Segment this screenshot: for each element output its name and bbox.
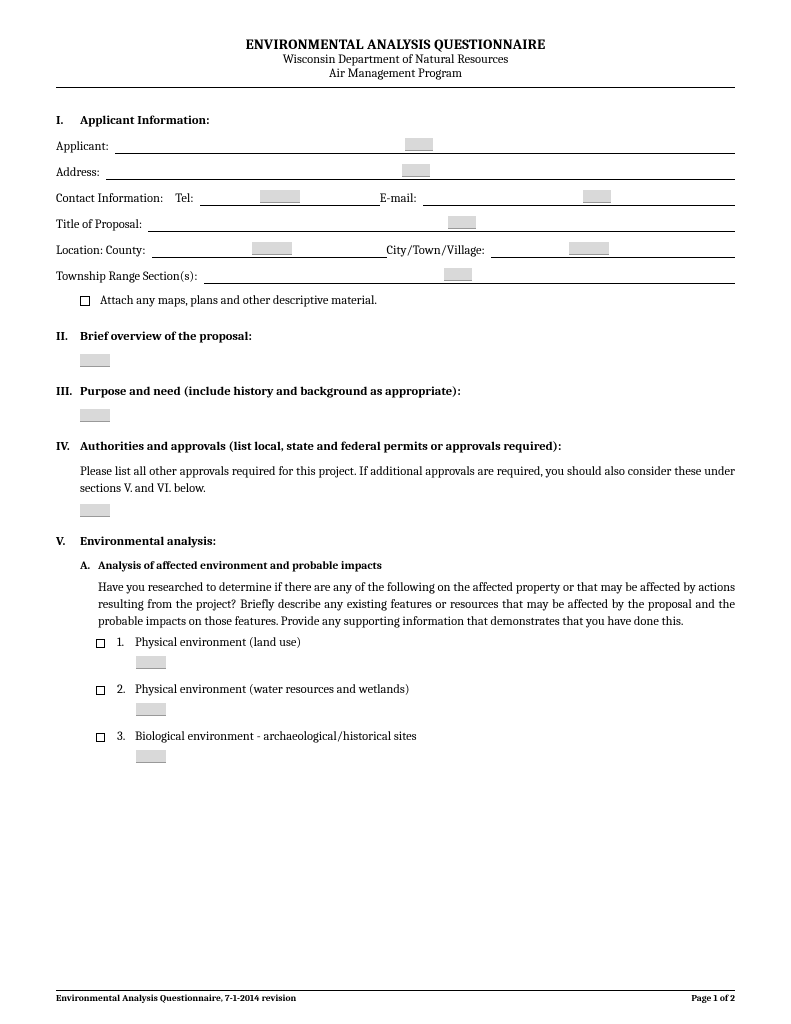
address-input[interactable]	[106, 164, 735, 180]
env-item-1-checkbox[interactable]	[96, 639, 105, 648]
tel-input[interactable]	[200, 190, 380, 206]
ctv-greybox[interactable]	[569, 242, 609, 255]
tel-label: Tel:	[175, 192, 199, 206]
doc-title: ENVIRONMENTAL ANALYSIS QUESTIONNAIRE	[56, 36, 735, 53]
page-header: ENVIRONMENTAL ANALYSIS QUESTIONNAIRE Wis…	[56, 36, 735, 81]
address-row: Address:	[56, 164, 735, 180]
title-proposal-row: Title of Proposal:	[56, 216, 735, 232]
title-proposal-input[interactable]	[148, 216, 735, 232]
email-greybox[interactable]	[583, 190, 611, 203]
applicant-input[interactable]	[115, 138, 735, 154]
env-item-3-checkbox[interactable]	[96, 733, 105, 742]
section-2-input[interactable]	[80, 354, 110, 367]
page-footer: Environmental Analysis Questionnaire, 7-…	[56, 990, 735, 1004]
section-5-head: V.Environmental analysis:	[56, 535, 735, 549]
tel-greybox[interactable]	[260, 190, 300, 203]
env-item-2-input[interactable]	[136, 703, 166, 716]
city-town-village-label: City/Town/Village:	[387, 244, 491, 258]
section-1-head: I.Applicant Information:	[56, 114, 735, 128]
address-label: Address:	[56, 166, 106, 180]
applicant-row: Applicant:	[56, 138, 735, 154]
email-label: E-mail:	[380, 192, 423, 206]
title-proposal-label: Title of Proposal:	[56, 218, 148, 232]
township-greybox[interactable]	[444, 268, 472, 281]
county-input[interactable]	[152, 242, 387, 258]
env-item-2: 2. Physical environment (water resources…	[96, 683, 735, 697]
attach-row: Attach any maps, plans and other descrip…	[80, 294, 735, 308]
env-item-1: 1. Physical environment (land use)	[96, 636, 735, 650]
section-3-head: III.Purpose and need (include history an…	[56, 385, 735, 399]
applicant-greybox[interactable]	[405, 138, 433, 151]
env-item-3-input[interactable]	[136, 750, 166, 763]
applicant-label: Applicant:	[56, 140, 115, 154]
section-4-head: IV.Authorities and approvals (list local…	[56, 440, 735, 454]
attach-text: Attach any maps, plans and other descrip…	[100, 294, 377, 308]
section-4-body: Please list all other approvals required…	[80, 464, 735, 498]
doc-sub2: Air Management Program	[56, 67, 735, 81]
location-row: Location: County: City/Town/Village:	[56, 242, 735, 258]
doc-sub1: Wisconsin Department of Natural Resource…	[56, 53, 735, 67]
address-greybox[interactable]	[402, 164, 430, 177]
env-item-3: 3. Biological environment - archaeologic…	[96, 730, 735, 744]
township-row: Township Range Section(s):	[56, 268, 735, 284]
attach-checkbox[interactable]	[80, 296, 90, 306]
section-2-head: II.Brief overview of the proposal:	[56, 330, 735, 344]
title-proposal-greybox[interactable]	[448, 216, 476, 229]
env-item-2-checkbox[interactable]	[96, 686, 105, 695]
county-greybox[interactable]	[252, 242, 292, 255]
contact-label: Contact Information:	[56, 192, 169, 206]
footer-left: Environmental Analysis Questionnaire, 7-…	[56, 993, 296, 1004]
section-5a-head: A.Analysis of affected environment and p…	[80, 559, 735, 572]
township-input[interactable]	[204, 268, 735, 284]
header-rule	[56, 87, 735, 88]
contact-row: Contact Information: Tel: E-mail:	[56, 190, 735, 206]
footer-right: Page 1 of 2	[691, 993, 735, 1004]
footer-rule	[56, 990, 735, 991]
section-5a-body: Have you researched to determine if ther…	[98, 580, 735, 631]
city-town-village-input[interactable]	[491, 242, 735, 258]
env-item-1-input[interactable]	[136, 656, 166, 669]
email-input[interactable]	[423, 190, 735, 206]
section-3-input[interactable]	[80, 409, 110, 422]
location-county-label: Location: County:	[56, 244, 152, 258]
section-4-input[interactable]	[80, 504, 110, 517]
township-label: Township Range Section(s):	[56, 270, 204, 284]
